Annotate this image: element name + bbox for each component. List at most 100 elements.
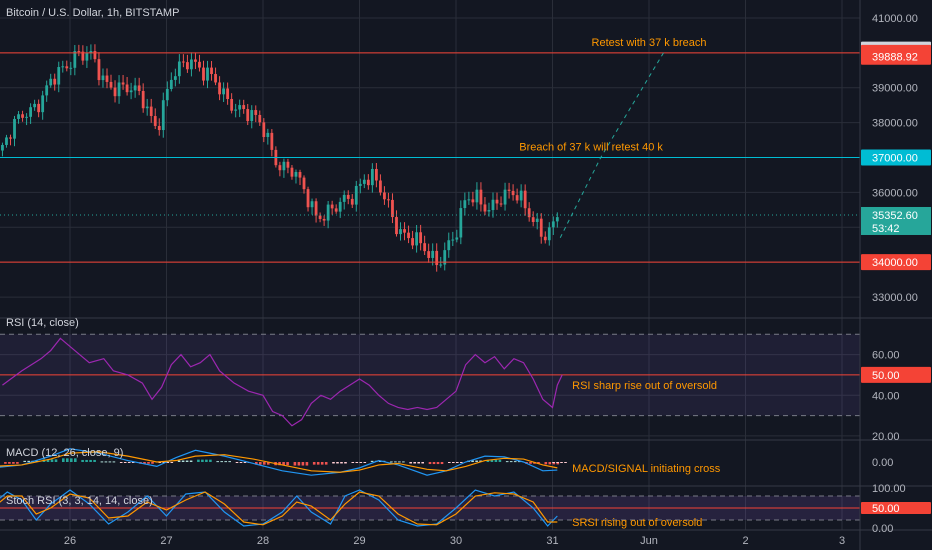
candle-body[interactable] <box>294 171 298 177</box>
candle-body[interactable] <box>105 75 109 82</box>
candle-body[interactable] <box>427 251 431 258</box>
candle-body[interactable] <box>282 161 286 171</box>
candle-body[interactable] <box>435 250 439 266</box>
candle-body[interactable] <box>53 78 57 85</box>
candle-body[interactable] <box>33 103 37 108</box>
candle-body[interactable] <box>419 232 423 244</box>
candle-body[interactable] <box>250 110 254 122</box>
candle-body[interactable] <box>302 177 306 190</box>
candle-body[interactable] <box>177 61 181 77</box>
candle-body[interactable] <box>459 208 463 238</box>
macd-pane[interactable] <box>0 448 567 476</box>
candle-body[interactable] <box>379 180 382 193</box>
candle-body[interactable] <box>262 122 266 138</box>
candle-body[interactable] <box>61 66 65 68</box>
candle-body[interactable] <box>222 88 225 95</box>
candle-body[interactable] <box>266 132 270 138</box>
candle-body[interactable] <box>503 189 507 205</box>
candle-body[interactable] <box>499 203 503 205</box>
candle-body[interactable] <box>85 52 89 61</box>
candle-body[interactable] <box>234 109 238 111</box>
candle-body[interactable] <box>173 76 177 80</box>
candle-body[interactable] <box>101 75 105 81</box>
candle-body[interactable] <box>49 78 53 86</box>
candle-body[interactable] <box>73 51 77 68</box>
macd-line[interactable] <box>0 448 558 476</box>
candle-body[interactable] <box>531 217 535 222</box>
candle-body[interactable] <box>443 250 447 265</box>
candle-body[interactable] <box>487 210 491 212</box>
candle-body[interactable] <box>69 67 73 69</box>
candle-body[interactable] <box>113 87 117 97</box>
projection-path[interactable] <box>559 52 664 238</box>
candle-body[interactable] <box>286 161 290 168</box>
candle-body[interactable] <box>117 82 121 97</box>
candle-body[interactable] <box>366 179 370 186</box>
candle-body[interactable] <box>370 168 374 186</box>
candle-body[interactable] <box>350 198 354 205</box>
candle-body[interactable] <box>471 199 475 203</box>
candle-body[interactable] <box>186 62 189 70</box>
candle-body[interactable] <box>358 183 362 186</box>
candle-body[interactable] <box>290 167 294 177</box>
candle-body[interactable] <box>330 204 334 209</box>
candle-body[interactable] <box>210 67 213 75</box>
candle-body[interactable] <box>395 217 398 235</box>
candle-body[interactable] <box>383 192 386 200</box>
candle-body[interactable] <box>374 168 378 181</box>
candle-body[interactable] <box>198 61 201 68</box>
candle-body[interactable] <box>194 59 197 62</box>
candle-body[interactable] <box>21 114 24 118</box>
candle-body[interactable] <box>13 118 16 139</box>
candle-body[interactable] <box>230 99 234 111</box>
candle-body[interactable] <box>121 82 125 85</box>
candle-body[interactable] <box>190 59 193 70</box>
candle-body[interactable] <box>346 194 350 199</box>
candle-body[interactable] <box>77 51 81 53</box>
candle-body[interactable] <box>165 89 169 101</box>
candle-body[interactable] <box>17 114 20 119</box>
candle-body[interactable] <box>29 107 32 117</box>
candle-body[interactable] <box>270 132 274 150</box>
candle-body[interactable] <box>218 82 221 95</box>
candle-body[interactable] <box>37 103 41 113</box>
stoch-d-line[interactable] <box>0 491 558 526</box>
candle-body[interactable] <box>145 106 149 109</box>
candle-body[interactable] <box>507 189 511 191</box>
candle-body[interactable] <box>125 84 129 93</box>
candle-body[interactable] <box>306 189 310 208</box>
candle-body[interactable] <box>57 67 61 85</box>
candle-body[interactable] <box>258 114 262 123</box>
candle-body[interactable] <box>495 199 499 204</box>
candle-body[interactable] <box>338 201 342 212</box>
candle-body[interactable] <box>467 199 471 201</box>
horizontal-levels[interactable] <box>0 52 860 263</box>
candle-body[interactable] <box>25 116 28 118</box>
candle-body[interactable] <box>342 194 346 202</box>
candle-body[interactable] <box>254 110 258 115</box>
candle-body[interactable] <box>491 199 495 211</box>
signal-line[interactable] <box>0 451 558 473</box>
candle-body[interactable] <box>310 201 314 208</box>
candle-body[interactable] <box>399 229 402 235</box>
candle-body[interactable] <box>439 264 443 266</box>
candle-body[interactable] <box>431 250 435 258</box>
candle-body[interactable] <box>97 59 101 81</box>
candle-body[interactable] <box>455 237 459 240</box>
candle-body[interactable] <box>463 200 467 209</box>
candle-body[interactable] <box>403 229 406 233</box>
candle-body[interactable] <box>214 74 217 83</box>
candle-body[interactable] <box>535 218 539 222</box>
candle-body[interactable] <box>226 88 230 100</box>
candle-body[interactable] <box>391 199 394 218</box>
candle-body[interactable] <box>109 81 113 88</box>
candle-body[interactable] <box>206 67 209 81</box>
candle-body[interactable] <box>157 125 161 131</box>
candle-body[interactable] <box>423 243 427 252</box>
candle-body[interactable] <box>326 204 330 221</box>
candle-body[interactable] <box>278 165 282 171</box>
candle-body[interactable] <box>483 204 487 212</box>
candle-body[interactable] <box>475 189 479 203</box>
candle-body[interactable] <box>551 221 555 228</box>
